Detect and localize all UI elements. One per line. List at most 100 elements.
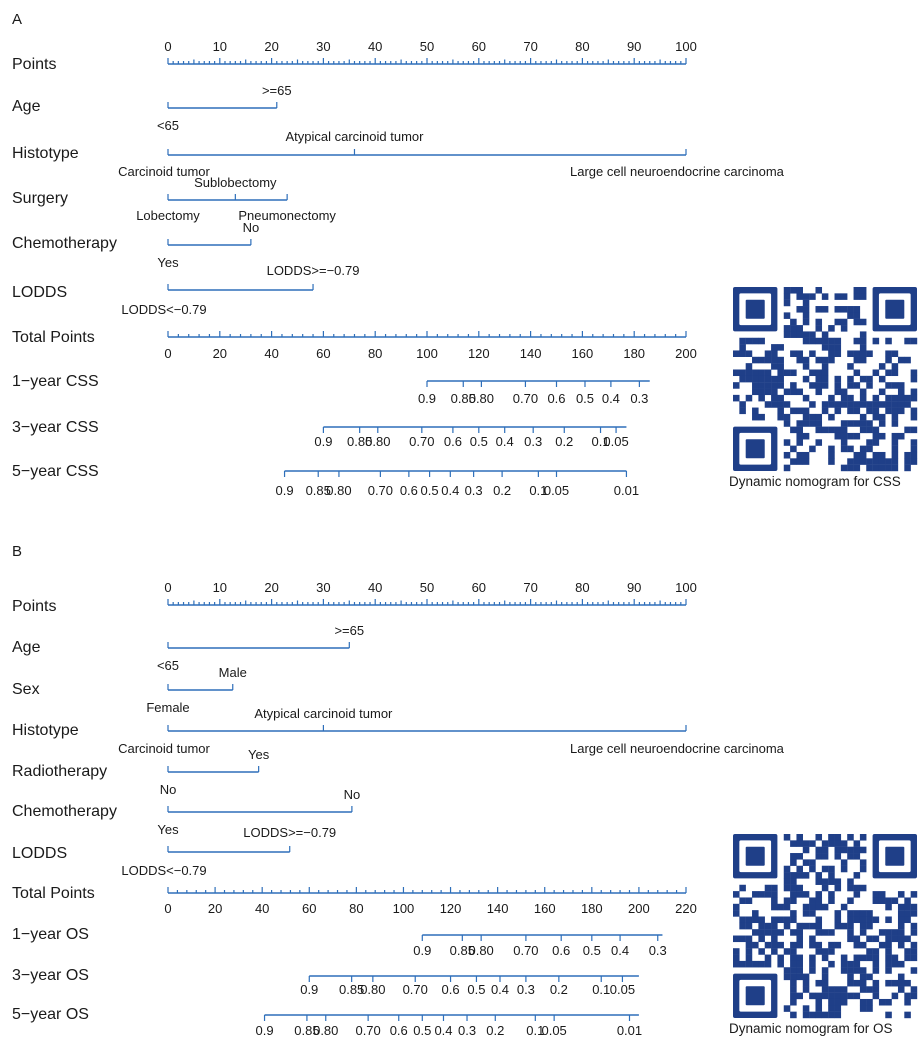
qr-module xyxy=(790,872,797,879)
qr-module xyxy=(859,344,867,351)
qr-module xyxy=(821,344,829,351)
qr-module xyxy=(859,998,867,1006)
qr-module xyxy=(859,884,867,892)
outcome-tick-label: 0.4 xyxy=(441,483,459,498)
outcome-tick-label: 0.4 xyxy=(602,391,620,406)
qr-module xyxy=(904,337,911,345)
qr-module xyxy=(809,903,816,911)
qr-module xyxy=(777,375,784,383)
total-points-tick-label: 160 xyxy=(534,901,556,916)
qr-module xyxy=(764,356,772,364)
outcome-tick-label: 0.6 xyxy=(444,434,462,449)
qr-module xyxy=(764,350,772,357)
qr-module xyxy=(910,967,918,974)
qr-module xyxy=(821,979,829,987)
points-tick-label: 40 xyxy=(368,39,382,54)
qr-module xyxy=(859,1005,867,1012)
qr-finder-core xyxy=(745,846,765,866)
qr-module xyxy=(821,369,829,377)
qr-module xyxy=(783,413,791,421)
qr-module xyxy=(853,306,861,313)
qr-module xyxy=(859,445,867,453)
qr-module xyxy=(904,451,911,459)
qr-module xyxy=(897,388,905,396)
qr-module xyxy=(802,394,810,402)
qr-module xyxy=(904,992,911,1000)
qr-module xyxy=(878,897,886,904)
qr-module xyxy=(834,337,842,345)
total-points-tick-label: 20 xyxy=(208,901,222,916)
qr-module xyxy=(859,954,867,962)
variable-level-label: Lobectomy xyxy=(136,208,200,223)
qr-module xyxy=(752,910,759,917)
qr-module xyxy=(802,299,810,307)
outcome-tick-label: 0.05 xyxy=(544,483,569,498)
qr-module xyxy=(866,350,873,357)
qr-module xyxy=(739,337,746,345)
qr-module xyxy=(783,299,791,307)
qr-module xyxy=(840,992,848,1000)
points-tick-label: 60 xyxy=(472,39,486,54)
total-points-tick-label: 40 xyxy=(264,346,278,361)
qr-module xyxy=(866,910,873,917)
qr-module xyxy=(790,941,797,949)
qr-module xyxy=(885,916,892,924)
qr-module xyxy=(809,1011,816,1019)
total-points-tick-label: 80 xyxy=(349,901,363,916)
qr-module xyxy=(790,954,797,962)
qr-module xyxy=(745,948,753,955)
qr-module xyxy=(796,884,803,892)
qr-module xyxy=(739,916,746,924)
qr-module xyxy=(872,401,880,408)
qr-module xyxy=(758,916,765,924)
qr-module xyxy=(796,922,803,930)
qr-module xyxy=(891,464,899,472)
qr-module xyxy=(821,363,829,370)
qr-module xyxy=(910,337,918,345)
qr-module xyxy=(745,960,753,968)
qr-module xyxy=(878,363,886,370)
qr-module xyxy=(796,331,803,338)
qr-module xyxy=(821,878,829,885)
qr-module xyxy=(796,420,803,427)
qr-module xyxy=(802,375,810,383)
qr-module xyxy=(878,941,886,949)
qr-module xyxy=(859,426,867,434)
total-points-tick-label: 60 xyxy=(316,346,330,361)
qr-module xyxy=(847,897,854,904)
qr-module xyxy=(872,897,880,904)
qr-module xyxy=(733,382,740,389)
qr-module xyxy=(771,394,778,402)
variable-level-label: LODDS>=−0.79 xyxy=(243,825,336,840)
panel-label: A xyxy=(12,11,22,28)
qr-module xyxy=(815,979,823,987)
qr-module xyxy=(745,897,753,904)
points-tick-label: 30 xyxy=(316,39,330,54)
qr-module xyxy=(745,363,753,370)
qr-module xyxy=(910,986,918,993)
outcome-tick-label: 0.80 xyxy=(313,1023,338,1038)
outcome-tick-label: 0.5 xyxy=(576,391,594,406)
qr-module xyxy=(809,337,816,345)
total-points-tick-label: 0 xyxy=(164,901,171,916)
qr-module xyxy=(828,941,835,949)
qr-module xyxy=(859,910,867,917)
qr-module xyxy=(758,337,765,345)
qr-module xyxy=(815,891,823,898)
qr-module xyxy=(796,954,803,962)
points-tick-label: 80 xyxy=(575,580,589,595)
qr-module xyxy=(764,382,772,389)
outcome-tick-label: 0.3 xyxy=(458,1023,476,1038)
outcome-tick-label: 0.70 xyxy=(513,943,538,958)
total-points-tick-label: 0 xyxy=(164,346,171,361)
qr-module xyxy=(828,891,835,898)
qr-module xyxy=(802,922,810,930)
total-points-axis-label: Total Points xyxy=(12,885,95,902)
variable-level-label: LODDS<−0.79 xyxy=(121,863,206,878)
qr-module xyxy=(790,382,797,389)
qr-module xyxy=(821,903,829,911)
outcome-tick-label: 0.05 xyxy=(603,434,628,449)
qr-module xyxy=(733,369,740,377)
qr-module xyxy=(790,891,797,898)
qr-module xyxy=(910,941,918,949)
